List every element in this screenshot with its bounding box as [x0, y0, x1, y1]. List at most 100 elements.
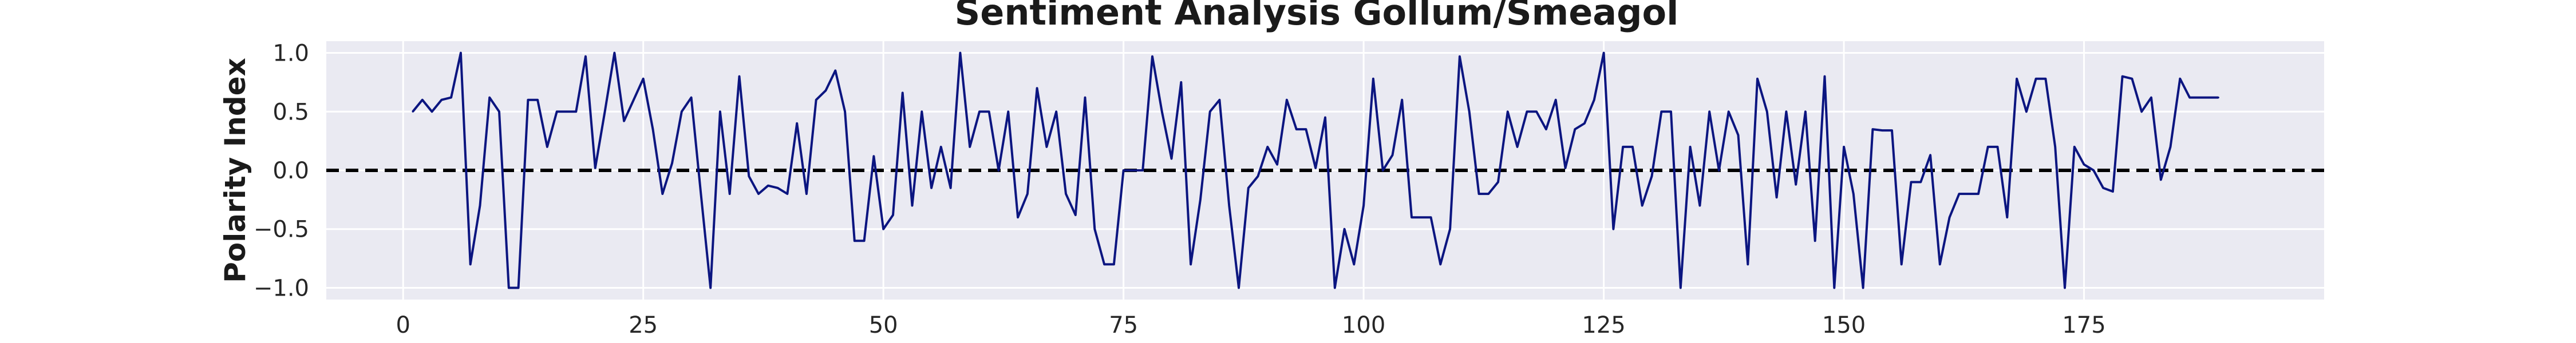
data-point	[1228, 205, 1230, 207]
data-point	[1631, 146, 1634, 148]
data-point	[1074, 214, 1077, 216]
data-point	[1430, 216, 1432, 218]
x-tick-label: 175	[2062, 312, 2105, 338]
data-point	[2112, 190, 2114, 193]
data-point	[2160, 178, 2162, 181]
data-point	[2064, 287, 2066, 289]
x-tick-label: 25	[629, 312, 658, 338]
y-axis-label: Polarity Index	[219, 58, 252, 283]
data-point	[1199, 198, 1202, 201]
data-point	[1651, 175, 1653, 177]
data-point	[1180, 81, 1182, 83]
data-point	[412, 110, 414, 113]
data-point	[1535, 110, 1538, 113]
data-point	[1949, 216, 1951, 218]
data-point	[1276, 163, 1278, 166]
data-point	[1439, 263, 1441, 265]
data-point	[1468, 110, 1471, 113]
data-point	[1852, 193, 1855, 195]
data-point	[1776, 196, 1778, 198]
data-point	[1977, 193, 1980, 195]
data-point	[2006, 216, 2008, 218]
data-point	[440, 99, 442, 101]
data-point	[1564, 167, 1566, 169]
x-axis-ticks: 0 25 50 75 100 125 150 175	[396, 312, 2106, 338]
data-point	[488, 97, 491, 99]
data-point	[1247, 187, 1250, 189]
data-point	[2102, 187, 2104, 189]
data-point	[1161, 110, 1163, 113]
data-point	[421, 99, 424, 101]
data-point	[1141, 169, 1144, 172]
data-point	[786, 193, 788, 195]
chart-title: Sentiment Analysis Gollum/Smeagol	[955, 0, 1679, 33]
data-point	[1459, 55, 1461, 58]
data-point	[1295, 128, 1298, 130]
data-point	[460, 52, 462, 54]
data-point	[556, 110, 558, 113]
data-point	[1209, 110, 1211, 113]
data-point	[1093, 228, 1096, 230]
data-point	[2217, 97, 2219, 99]
y-tick-label: 0.5	[272, 99, 309, 125]
data-point	[700, 193, 702, 195]
data-point	[508, 287, 510, 289]
data-point	[1689, 146, 1692, 148]
data-point	[2150, 97, 2152, 99]
data-point	[1728, 110, 1730, 113]
data-point	[604, 110, 606, 113]
data-point	[2198, 97, 2200, 99]
y-axis-ticks: 1.0 0.5 0.0 −0.5 −1.0	[254, 41, 309, 302]
data-point	[613, 52, 615, 54]
data-point	[2121, 75, 2124, 78]
data-point	[1026, 193, 1029, 195]
y-tick-label: 1.0	[272, 41, 309, 67]
data-point	[1574, 128, 1576, 130]
data-point	[1084, 97, 1086, 99]
data-point	[1718, 169, 1720, 172]
data-point	[1756, 78, 1759, 80]
data-point	[566, 110, 567, 113]
data-point	[536, 99, 539, 101]
data-point	[2208, 97, 2210, 99]
data-point	[767, 185, 769, 187]
data-point	[1420, 216, 1423, 218]
data-point	[738, 75, 740, 78]
data-point	[719, 110, 721, 113]
data-point	[2016, 78, 2018, 80]
data-point	[1833, 287, 1835, 289]
data-point	[1372, 78, 1374, 80]
data-point	[2131, 78, 2133, 80]
data-point	[1411, 216, 1413, 218]
data-point	[2170, 146, 2171, 148]
x-tick-label: 100	[1342, 312, 1385, 338]
data-point	[1238, 287, 1240, 289]
data-point	[1967, 193, 1970, 195]
data-point	[431, 110, 433, 113]
data-point	[1392, 154, 1393, 156]
data-point	[709, 287, 712, 289]
data-point	[450, 97, 452, 99]
data-point	[642, 78, 645, 80]
data-point	[1881, 129, 1883, 131]
data-point	[863, 240, 866, 242]
data-point	[1065, 193, 1067, 195]
data-point	[1103, 263, 1105, 265]
data-point	[575, 110, 577, 113]
data-point	[2025, 110, 2028, 113]
data-point	[517, 287, 520, 289]
y-tick-label: −1.0	[254, 275, 309, 301]
data-point	[1151, 55, 1153, 58]
data-point	[1910, 181, 1912, 183]
data-point	[1123, 169, 1125, 172]
data-point	[930, 187, 933, 189]
data-point	[1324, 117, 1326, 118]
data-point	[854, 240, 856, 242]
data-point	[1708, 110, 1710, 113]
data-point	[1007, 110, 1009, 113]
data-point	[1785, 110, 1787, 113]
data-point	[1814, 240, 1816, 242]
data-point	[777, 187, 779, 189]
data-point	[998, 169, 999, 172]
data-point	[1939, 263, 1941, 265]
